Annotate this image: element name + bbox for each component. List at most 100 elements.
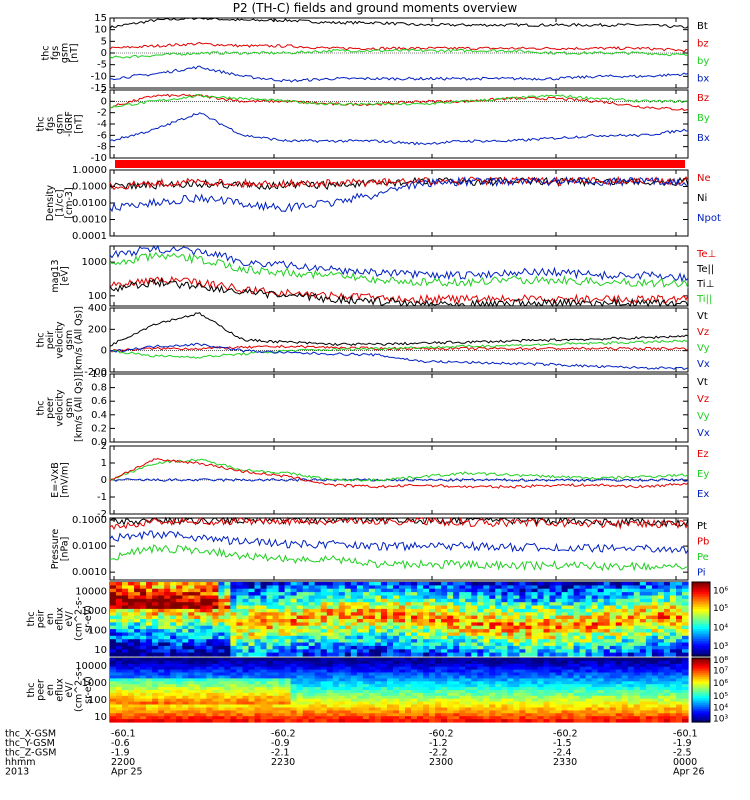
panel-frame: [109, 245, 689, 307]
colorbar-frame: [691, 581, 711, 657]
panel-4: 1000 100 mag13[eV] Te⊥ Te|| Ti⊥ Ti||: [50, 245, 716, 307]
y-axis-label: thc: [36, 117, 47, 132]
ephemeris-value: -2.5: [673, 748, 692, 759]
legend-entry-npot: Npot: [697, 213, 721, 224]
ephemeris-row-label: hhmm: [5, 757, 36, 768]
legend-entry-pi: Pi: [697, 568, 706, 579]
ephemeris-value: 2300: [429, 757, 453, 768]
legend-entry-bt: Bt: [697, 21, 708, 32]
y-axis-label: eV/: [64, 681, 75, 697]
y-tick-label: 0.4: [91, 410, 107, 421]
y-tick-label: 100: [88, 626, 107, 637]
y-axis-label: (cm^2-s-: [74, 668, 85, 712]
y-axis-label: [km/s (All Qs)]: [74, 306, 85, 374]
colorbar-tick-label: 10⁵: [713, 692, 728, 702]
legend-entry-vz: Vz: [697, 327, 709, 338]
y-tick-label: 0.0100: [72, 198, 107, 209]
y-axis-label: gsm: [59, 43, 70, 63]
series-line-te: [109, 275, 689, 305]
y-axis-label: [nT]: [69, 43, 80, 62]
ephemeris-value: -1.9: [111, 748, 130, 759]
series-line-pt: [109, 516, 689, 528]
y-tick-label: 0: [101, 475, 107, 486]
panel-frame: [109, 307, 689, 373]
y-tick-label: -2: [97, 108, 107, 119]
y-axis-label: Pressure: [50, 529, 61, 570]
series-line-by: [109, 93, 689, 109]
legend-entry-pb: Pb: [697, 537, 709, 548]
ephemeris-row-label: thc_Z-GSM: [5, 748, 56, 759]
y-axis-label: fgs: [50, 46, 61, 60]
panel-6: 1.0 0.8 0.6 0.4 0.2 0.0 thcpeervelocitygsm[km/…: [36, 369, 710, 448]
ephemeris-value: Apr 25: [111, 767, 143, 778]
y-tick-label: 1: [101, 458, 107, 469]
spectrogram-cells: [110, 582, 689, 657]
series-line-pe: [109, 544, 689, 572]
y-tick-label: 0.2: [91, 423, 107, 434]
y-axis-label: sr-eV): [83, 605, 94, 633]
y-tick-label: 1000: [82, 678, 107, 689]
y-axis-label: gsm: [55, 114, 66, 134]
legend-entry-ti: Ti||: [696, 294, 712, 305]
panel-2: [115, 160, 685, 168]
y-tick-label: 1.0000: [72, 165, 107, 176]
series-line-ex: [109, 477, 689, 482]
ephemeris-value: -60.1: [673, 729, 698, 740]
legend-entry-vy: Vy: [697, 411, 710, 422]
series-line-ti: [109, 251, 689, 289]
legend-entry-by: by: [697, 56, 709, 67]
y-axis-label: thc: [36, 333, 47, 348]
colorbar: [691, 581, 711, 657]
y-tick-label: 200: [88, 324, 107, 335]
y-axis-label: gsm: [64, 398, 75, 418]
y-axis-label: sr-eV): [83, 676, 94, 704]
y-axis-label: en: [45, 684, 56, 696]
y-axis-label: (cm^2-s-: [74, 597, 85, 641]
y-tick-label: -8: [97, 142, 107, 153]
y-axis-label: [1/cc]: [55, 189, 66, 216]
y-axis-label: Density: [45, 185, 56, 221]
ephemeris-value: -2.1: [271, 748, 290, 759]
legend-entry-vy: Vy: [697, 343, 710, 354]
y-tick-label: 0: [101, 96, 107, 107]
panel-8: 0.1000 0.0100 0.0010 Pressure[nPa] Pt Pb Pe Pi: [50, 515, 709, 581]
colorbar-tick-label: 10⁶: [713, 586, 728, 596]
legend-entry-bx: Bx: [697, 133, 710, 144]
ephemeris-value: 0000: [673, 757, 697, 768]
y-tick-label: 10000: [75, 586, 107, 597]
series-line-pi: [109, 530, 689, 555]
y-tick-label: -10: [91, 71, 107, 82]
y-tick-label: 5: [101, 36, 107, 47]
legend-entry-ne: Ne: [697, 173, 711, 184]
ephemeris-value: -1.9: [673, 738, 692, 749]
y-axis-label: eV/: [64, 610, 75, 626]
y-axis-label: mag13: [50, 259, 61, 292]
y-axis-label: peir: [45, 331, 56, 350]
y-tick-label: 1000: [82, 606, 107, 617]
y-axis-label: -IGRF: [64, 111, 75, 137]
y-tick-label: 15: [94, 13, 107, 24]
y-tick-label: 2: [101, 441, 107, 452]
y-tick-label: -15: [91, 83, 107, 94]
spectrogram-cells: [110, 658, 689, 723]
panel-frame: [109, 89, 689, 159]
y-tick-label: 0.0: [91, 437, 107, 448]
y-tick-label: -4: [97, 119, 107, 130]
colorbar-tick-label: 10⁸: [713, 656, 728, 666]
y-tick-label: 0.0100: [72, 541, 107, 552]
y-tick-label: 0.0001: [72, 231, 107, 242]
legend-entry-bz: Bz: [697, 93, 709, 104]
y-tick-label: 10: [94, 645, 107, 656]
legend-entry-ey: Ey: [697, 469, 709, 480]
y-tick-label: 2: [101, 85, 107, 96]
y-axis-label: en: [45, 613, 56, 625]
colorbar-tick-label: 10⁵: [713, 604, 728, 614]
ephemeris-value: Apr 26: [673, 767, 705, 778]
ephemeris-value: -1.2: [429, 738, 448, 749]
legend-entry-vt: Vt: [697, 311, 708, 322]
legend-entry-ez: Ez: [697, 449, 709, 460]
